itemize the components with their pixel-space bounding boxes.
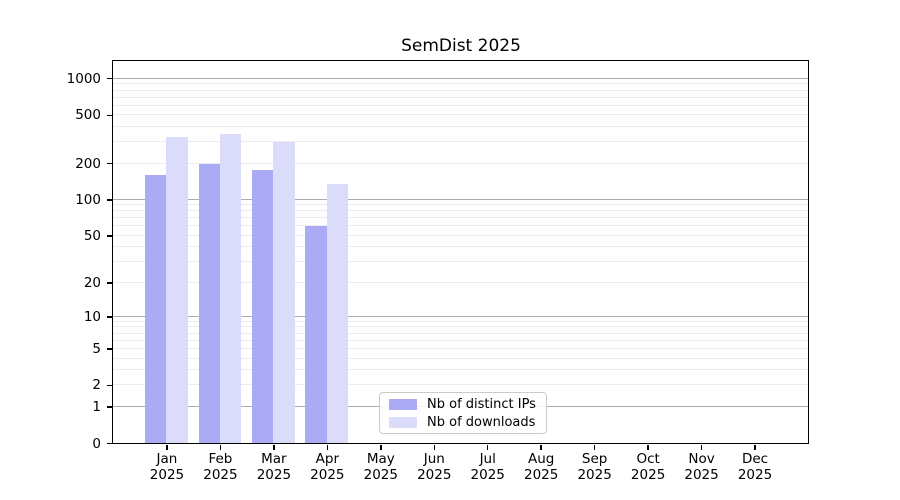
x-tick-label-dec: Dec 2025 [737,450,773,483]
minor-gridline [113,83,808,85]
legend-swatch-distinct-ips-icon [389,398,417,410]
legend-label-downloads: Nb of downloads [427,414,536,430]
minor-gridline [113,234,808,236]
minor-gridline [113,357,808,359]
x-tick-mark [486,445,489,450]
y-tick-mark [107,162,112,165]
minor-gridline [113,339,808,341]
y-tick-label: 10 [83,308,101,325]
y-tick-label: 200 [75,155,101,172]
plot-inner [113,61,808,443]
x-tick-label-jan: Jan 2025 [149,450,185,483]
y-tick-mark [107,406,112,408]
y-tick-label: 500 [75,107,101,124]
legend-entry-distinct-ips: Nb of distinct IPs [389,398,546,411]
y-tick-mark [107,316,112,318]
x-tick-mark [754,445,756,450]
x-tick-label-jul: Jul 2025 [470,450,505,483]
x-tick-label-sep: Sep 2025 [577,450,612,483]
minor-gridline [113,369,808,371]
minor-gridline [113,217,808,219]
y-tick-mark [107,199,112,201]
y-tick-mark [107,384,112,387]
y-tick-label: 0 [92,435,101,452]
x-tick-mark [166,445,168,450]
bar-downloads-jan [166,136,188,443]
x-tick-mark [700,445,703,450]
y-tick-label: 1 [92,398,101,415]
minor-gridline [113,347,808,349]
x-tick-label-feb: Feb 2025 [203,450,238,483]
plot-area [112,59,809,444]
chart-title: SemDist 2025 [401,36,521,56]
x-tick-mark [219,445,222,450]
minor-gridline [113,320,808,322]
minor-gridline [113,225,808,227]
minor-gridline [113,384,808,386]
y-tick-mark [107,348,112,350]
bar-distinct-ips-apr [305,225,327,443]
minor-gridline [113,162,808,164]
bar-distinct-ips-feb [198,164,220,443]
minor-gridline [113,126,808,128]
major-gridline [113,77,808,79]
x-tick-label-aug: Aug 2025 [524,450,559,483]
y-tick-label: 50 [83,227,101,244]
x-tick-label-apr: Apr 2025 [310,450,345,483]
bar-downloads-feb [219,133,242,443]
minor-gridline [113,104,808,106]
bar-downloads-mar [273,141,295,443]
y-tick-label: 1000 [66,70,101,87]
minor-gridline [113,89,808,91]
bar-distinct-ips-jan [145,174,167,443]
x-tick-mark [273,445,275,450]
x-tick-label-oct: Oct 2025 [630,450,666,483]
legend-label-distinct-ips: Nb of distinct IPs [427,396,536,412]
y-tick-mark [107,235,112,237]
x-tick-label-jun: Jun 2025 [417,450,452,483]
legend-swatch-downloads-icon [389,416,417,428]
minor-gridline [113,96,808,98]
minor-gridline [113,261,808,263]
y-tick-mark [107,442,112,445]
minor-gridline [113,141,808,143]
y-tick-mark [107,114,112,117]
minor-gridline [113,210,808,212]
y-tick-label: 5 [92,340,101,357]
minor-gridline [113,246,808,248]
x-tick-label-mar: Mar 2025 [256,450,292,483]
legend-entry-downloads: Nb of downloads [389,416,546,429]
x-tick-label-may: May 2025 [363,450,398,483]
x-tick-mark [647,445,649,450]
y-tick-mark [107,282,112,284]
bar-distinct-ips-mar [251,170,274,443]
y-tick-mark [107,77,112,80]
x-tick-mark [326,445,329,450]
bar-downloads-apr [326,183,349,443]
y-tick-label: 2 [92,377,101,394]
y-tick-label: 20 [83,274,101,291]
x-tick-mark [433,445,436,450]
minor-gridline [113,332,808,334]
y-tick-label: 100 [75,191,101,208]
major-gridline [113,315,808,317]
minor-gridline [113,326,808,328]
minor-gridline [113,204,808,206]
major-gridline [113,198,808,200]
minor-gridline [113,114,808,116]
x-tick-mark [380,445,382,450]
x-tick-label-nov: Nov 2025 [684,450,719,483]
x-tick-mark [540,445,542,450]
legend: Nb of distinct IPs Nb of downloads [379,392,547,434]
minor-gridline [113,281,808,283]
x-tick-mark [593,445,596,450]
